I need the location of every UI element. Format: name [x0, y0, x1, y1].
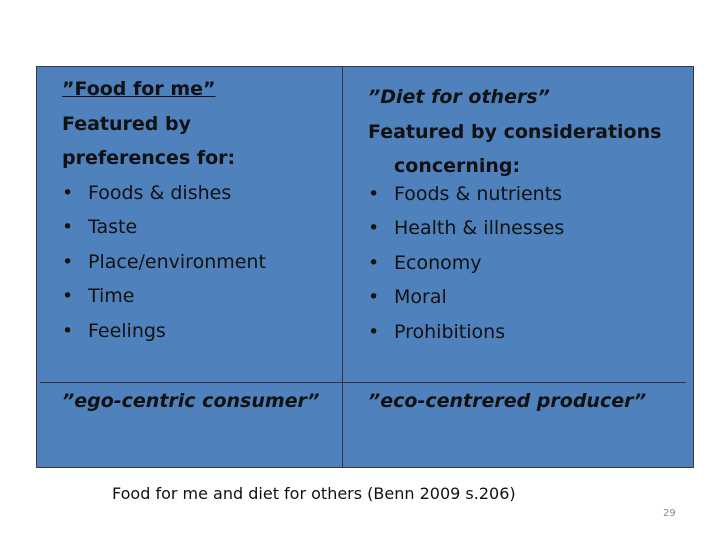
- column-divider: [342, 66, 343, 468]
- list-item: Economy: [368, 246, 684, 281]
- row-divider: [40, 382, 686, 383]
- list-item: Foods & dishes: [62, 176, 312, 211]
- right-heading: Featured by considerations concerning:: [368, 120, 662, 178]
- caption: Food for me and diet for others (Benn 20…: [112, 484, 516, 503]
- left-list: Foods & dishesTastePlace/environmentTime…: [62, 176, 312, 349]
- right-title: ”Diet for others”: [368, 86, 550, 108]
- list-item: Taste: [62, 210, 312, 245]
- list-item: Time: [62, 279, 312, 314]
- left-footer: ”ego-centric consumer”: [62, 390, 320, 412]
- list-item: Prohibitions: [368, 315, 684, 350]
- right-column: ”Diet for others” Featured by considerat…: [368, 80, 684, 349]
- list-item: Feelings: [62, 314, 312, 349]
- list-item: Foods & nutrients: [368, 177, 684, 212]
- page-number: 29: [663, 508, 676, 519]
- list-item: Health & illnesses: [368, 211, 684, 246]
- left-heading: Featured by preferences for:: [62, 112, 236, 170]
- right-footer: ”eco-centrered producer”: [368, 390, 647, 412]
- list-item: Moral: [368, 280, 684, 315]
- list-item: Place/environment: [62, 245, 312, 280]
- left-column: ”Food for me” Featured by preferences fo…: [62, 72, 312, 348]
- right-list: Foods & nutrientsHealth & illnessesEcono…: [368, 177, 684, 350]
- left-title: ”Food for me”: [62, 78, 216, 100]
